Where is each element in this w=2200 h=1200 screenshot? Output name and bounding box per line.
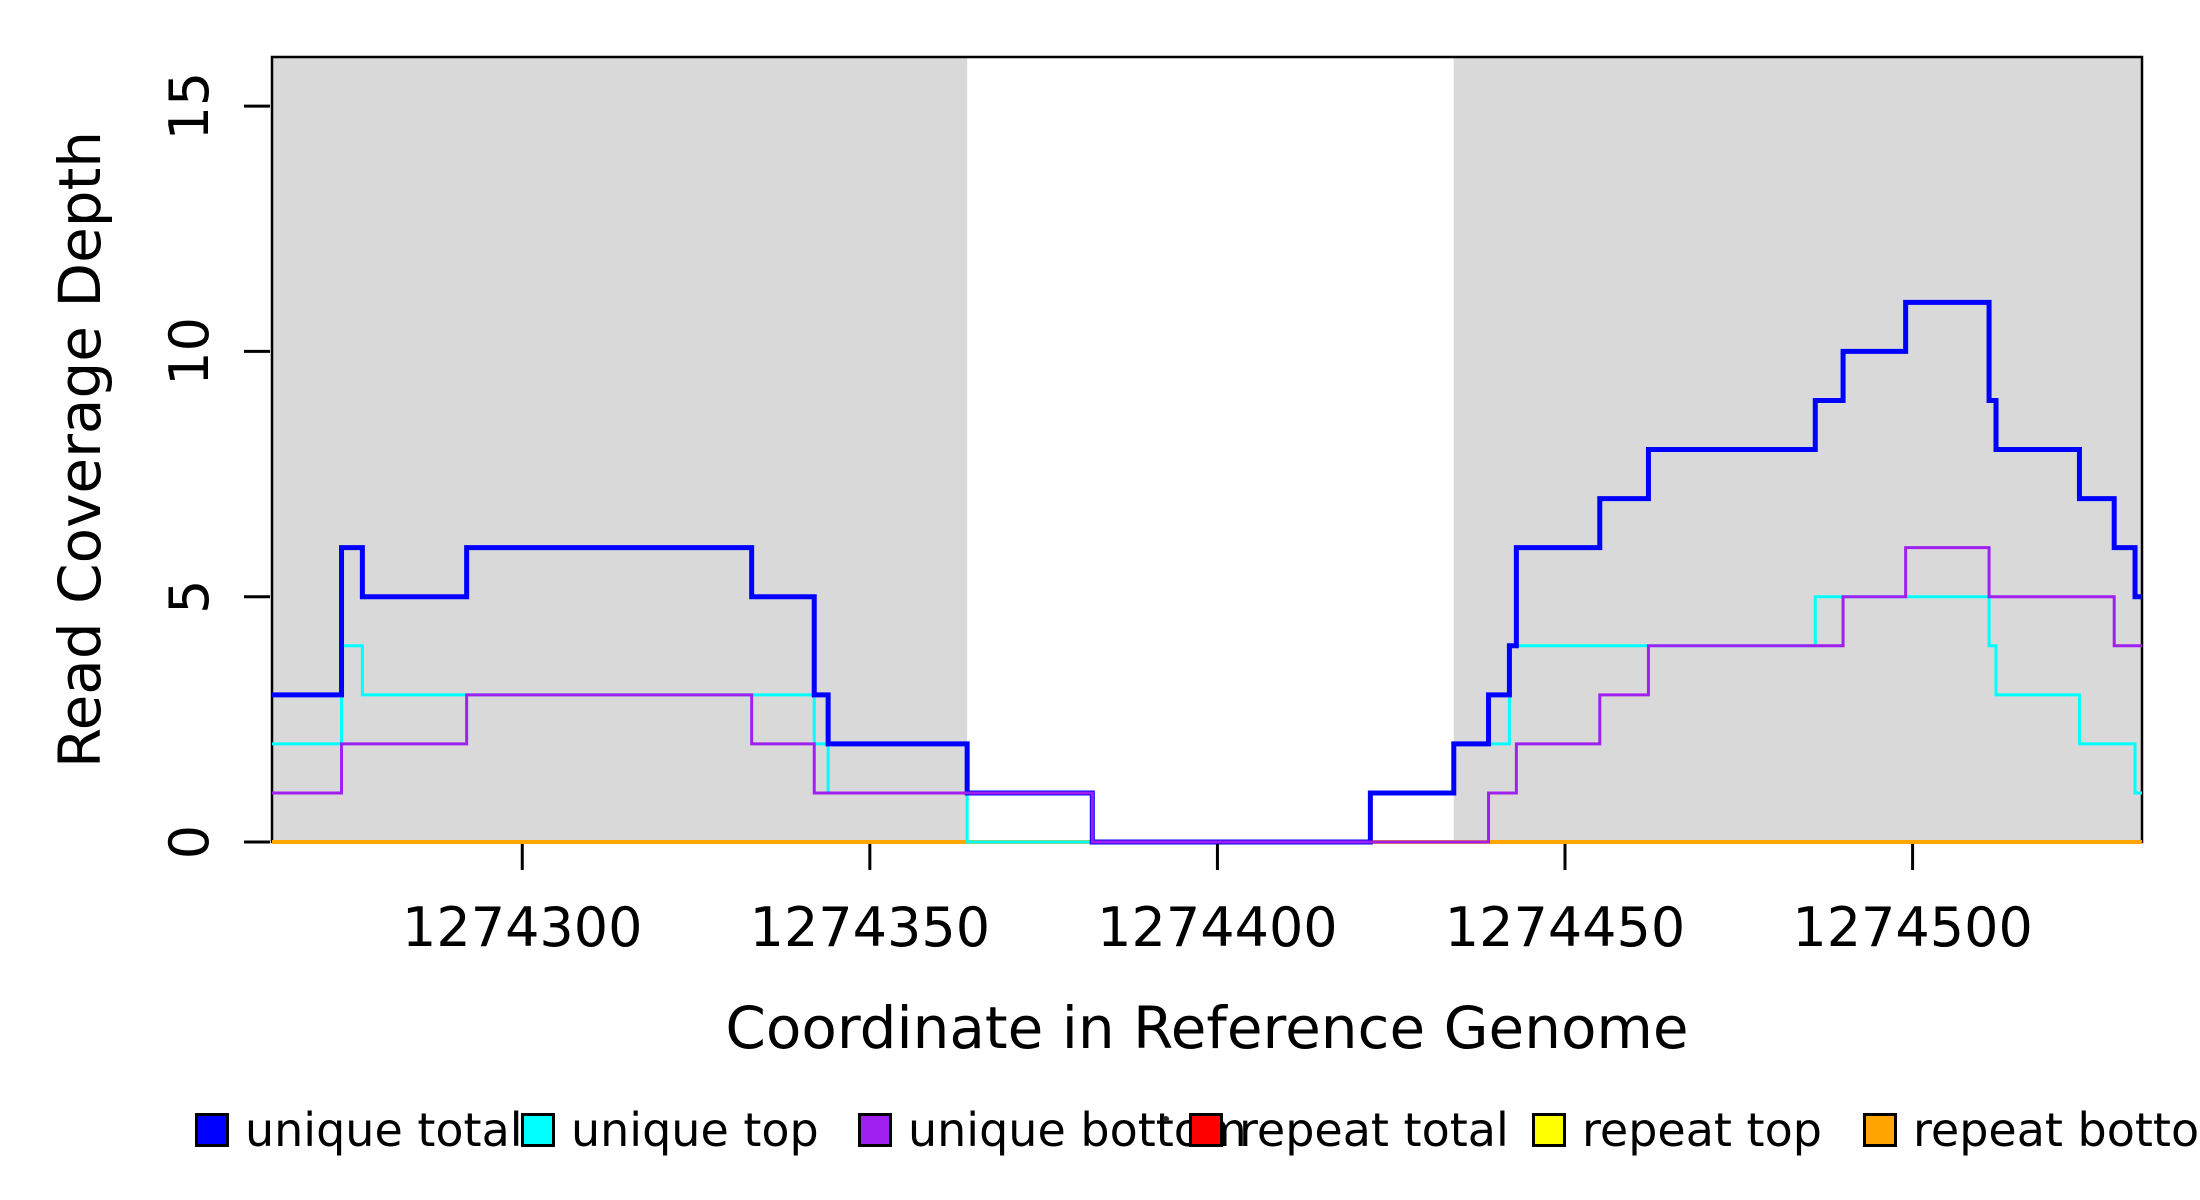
series-unique-bottom — [272, 546, 2142, 844]
legend-swatch-unique-total — [195, 1113, 229, 1147]
y-tick-label-5: 5 — [158, 580, 221, 614]
legend-label-unique-total: unique total — [245, 1103, 523, 1157]
x-axis-title: Coordinate in Reference Genome — [725, 994, 1688, 1062]
x-tick-label-1274400: 1274400 — [1097, 896, 1338, 959]
shaded-region-0 — [272, 57, 968, 842]
legend-label-repeat-top: repeat top — [1582, 1103, 1822, 1157]
legend-label-repeat-bottom: repeat bottom — [1913, 1103, 2200, 1157]
legend-item-repeat-bottom: repeat bottom — [1863, 1102, 2200, 1158]
x-tick-label-1274300: 1274300 — [402, 896, 643, 959]
legend-label-repeat-total: repeat total — [1239, 1103, 1509, 1157]
y-axis-title: Read Coverage Depth — [46, 131, 114, 768]
x-tick-label-1274350: 1274350 — [750, 896, 991, 959]
legend-item-unique-top: unique top — [521, 1102, 819, 1158]
y-tick-label-15: 15 — [158, 72, 221, 141]
series-unique-total — [272, 299, 2142, 845]
y-tick-label-10: 10 — [158, 317, 221, 386]
legend-swatch-unique-bottom — [858, 1113, 892, 1147]
chart-legend: unique total unique top unique bottom re… — [0, 1102, 2200, 1158]
legend-swatch-unique-top — [521, 1113, 555, 1147]
legend-item-unique-total: unique total — [195, 1102, 523, 1158]
stray-dot-mark — [1163, 1116, 1169, 1122]
legend-item-repeat-top: repeat top — [1532, 1102, 1822, 1158]
legend-item-repeat-total: repeat total — [1189, 1102, 1509, 1158]
legend-swatch-repeat-top — [1532, 1113, 1566, 1147]
legend-swatch-repeat-total — [1189, 1113, 1223, 1147]
legend-label-unique-top: unique top — [571, 1103, 819, 1157]
y-tick-label-0: 0 — [158, 825, 221, 859]
x-tick-label-1274450: 1274450 — [1445, 896, 1686, 959]
legend-swatch-repeat-bottom — [1863, 1113, 1897, 1147]
x-tick-label-1274500: 1274500 — [1792, 896, 2033, 959]
